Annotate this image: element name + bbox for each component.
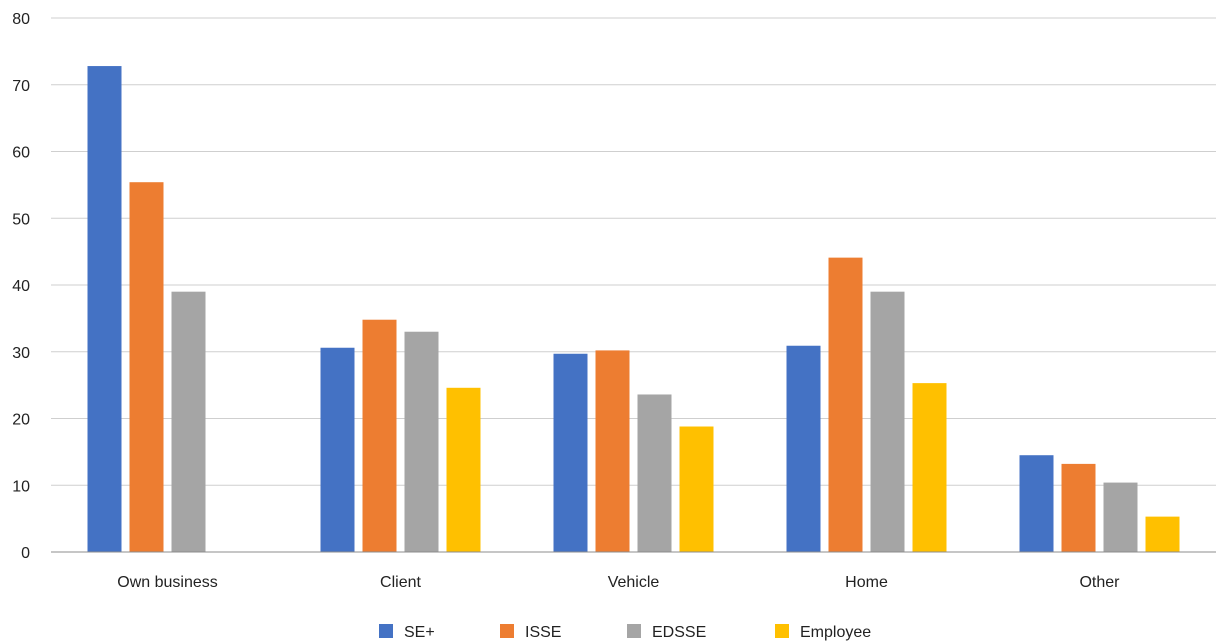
bar-employee-home	[912, 383, 947, 552]
y-tick-label: 80	[12, 11, 30, 28]
legend-swatch	[627, 624, 641, 638]
bar-se-other	[1019, 455, 1054, 552]
bar-employee-other	[1145, 516, 1180, 552]
y-tick-label: 20	[12, 412, 30, 429]
bar-edsse-own-business	[171, 291, 206, 552]
legend-label: Employee	[800, 624, 871, 641]
bar-isse-client	[362, 319, 397, 552]
y-tick-label: 40	[12, 278, 30, 295]
bar-se-home	[786, 345, 821, 552]
bar-edsse-client	[404, 331, 439, 552]
gridlines	[51, 17, 1216, 486]
bar-edsse-home	[870, 291, 905, 552]
y-tick-label: 30	[12, 345, 30, 362]
x-category-label: Other	[1079, 574, 1120, 591]
bar-se-own-business	[87, 66, 122, 552]
y-tick-label: 70	[12, 78, 30, 95]
legend-swatch	[500, 624, 514, 638]
y-tick-label: 10	[12, 478, 30, 495]
x-category-label: Own business	[117, 574, 218, 591]
legend-label: SE+	[404, 624, 435, 641]
bar-se-vehicle	[553, 353, 588, 552]
y-tick-label: 60	[12, 145, 30, 162]
bar-isse-own-business	[129, 182, 164, 552]
bar-edsse-other	[1103, 482, 1138, 552]
legend-swatch	[379, 624, 393, 638]
legend-swatch	[775, 624, 789, 638]
bar-edsse-vehicle	[637, 394, 672, 552]
y-tick-label: 50	[12, 211, 30, 228]
bar-employee-client	[446, 387, 481, 552]
bar-isse-vehicle	[595, 350, 630, 552]
legend-label: EDSSE	[652, 624, 706, 641]
bar-isse-other	[1061, 463, 1096, 552]
y-axis-tick-labels: 0 10 20 30 40 50 60 70 80	[12, 11, 30, 562]
bars	[87, 66, 1180, 552]
bar-employee-vehicle	[679, 426, 714, 552]
bar-isse-home	[828, 257, 863, 552]
x-category-label: Client	[380, 574, 421, 591]
legend: SE+ ISSE EDSSE Employee	[379, 624, 871, 641]
x-axis-category-labels: Own business Client Vehicle Home Other	[117, 574, 1120, 591]
bar-se-client	[320, 347, 355, 552]
x-category-label: Home	[845, 574, 888, 591]
x-category-label: Vehicle	[608, 574, 660, 591]
y-tick-label: 0	[21, 545, 30, 562]
legend-label: ISSE	[525, 624, 561, 641]
